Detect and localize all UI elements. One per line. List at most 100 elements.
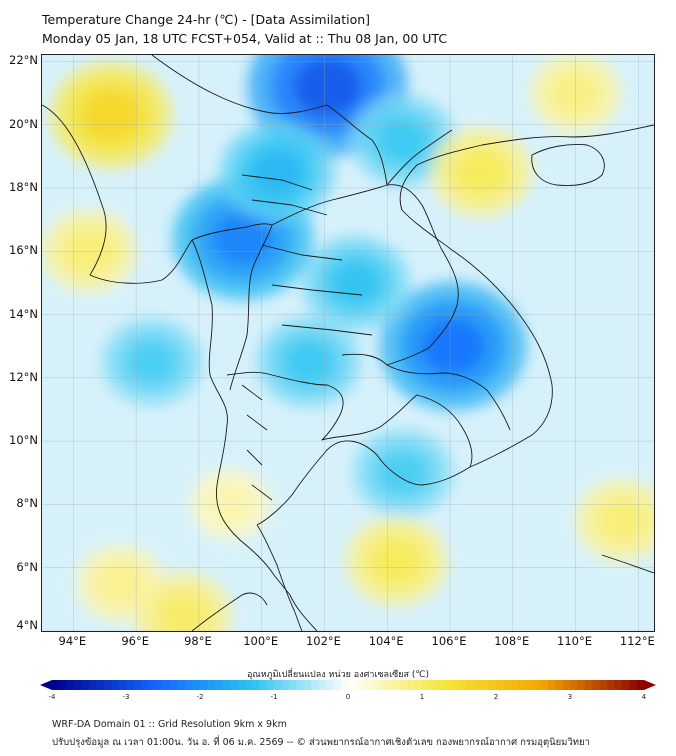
colorbar-cell: [385, 680, 393, 690]
field-anomaly-warming-9: [84, 92, 138, 139]
colorbar-cell: [177, 680, 186, 690]
longitude-tick-label: 94°E: [58, 634, 87, 648]
coastline-sumatra: [191, 592, 268, 631]
province-lines-south: [241, 384, 273, 501]
latitude-tick-label: 18°N: [9, 179, 38, 194]
latitude-tick-label: 10°N: [9, 433, 38, 448]
colorbar-tick-label: -2: [196, 693, 204, 701]
field-anomaly-warming-11: [457, 151, 506, 193]
colorbar-cell: [355, 680, 364, 690]
colorbar-cell: [451, 680, 460, 690]
colorbar-cell: [525, 680, 534, 690]
colorbar-cell: [399, 680, 408, 690]
colorbar-cell: [407, 680, 415, 690]
border-thailand-laos: [271, 184, 459, 366]
colorbar-cell: [562, 680, 571, 690]
colorbar-cell: [436, 680, 445, 690]
field-anomaly-warming-14: [372, 541, 421, 582]
colorbar-cell: [133, 680, 142, 690]
longitude-tick-label: 104°E: [368, 634, 404, 648]
coastlines-and-borders: [42, 55, 654, 631]
colorbar-cell: [510, 680, 519, 690]
colorbar-cell: [266, 680, 275, 690]
colorbar-cell: [103, 680, 112, 690]
colorbar-cell: [163, 680, 171, 690]
map-subtitle-validity: Monday 05 Jan, 18 UTC FCST+054, Valid at…: [42, 31, 448, 46]
field-anomaly-warming-13: [599, 500, 646, 540]
colorbar-cell: [155, 680, 164, 690]
colorbar-cell: [577, 680, 586, 690]
colorbar-cell: [570, 680, 578, 690]
colorbar-cell: [377, 680, 386, 690]
colorbar-tick-label: 3: [567, 693, 573, 701]
border-thailand-cambodia: [341, 353, 388, 366]
colorbar-cell: [392, 680, 401, 690]
colorbar-cell: [140, 680, 149, 690]
colorbar-cell: [66, 680, 75, 690]
longitude-tick-label: 100°E: [243, 634, 279, 648]
model-info-footer: WRF-DA Domain 01 :: Grid Resolution 9km …: [52, 719, 287, 730]
colorbar-cell: [288, 680, 297, 690]
colorbar-cell: [348, 680, 356, 690]
colorbar-cell: [518, 680, 526, 690]
latitude-tick-label: 8°N: [16, 496, 38, 511]
colorbar-cell: [237, 680, 245, 690]
colorbar-cell: [362, 680, 371, 690]
colorbar-cell: [81, 680, 90, 690]
colorbar-cell: [118, 680, 127, 690]
colorbar-cell: [185, 680, 193, 690]
colorbar-cell: [89, 680, 97, 690]
colorbar-cell: [599, 680, 608, 690]
coastline-gulf-of-thailand: [226, 371, 473, 526]
colorbar-tick-label: -1: [270, 693, 278, 701]
colorbar-min-extension: [40, 680, 52, 690]
longitude-tick-label: 96°E: [121, 634, 149, 648]
colorbar-cell: [422, 680, 430, 690]
colorbar-cell: [473, 680, 482, 690]
colorbar-cell: [540, 680, 549, 690]
border-thailand-myanmar: [191, 223, 273, 391]
colorbar-cell: [281, 680, 290, 690]
field-anomaly-warming-16: [160, 595, 207, 631]
colorbar-cell: [325, 680, 334, 690]
field-anomaly-cooling-5: [284, 341, 334, 383]
colorbar-tick-label: 0: [345, 693, 351, 701]
colorbar-cell: [444, 680, 452, 690]
colorbar-cell: [496, 680, 504, 690]
colorbar-cell: [296, 680, 304, 690]
colorbar-cell: [59, 680, 68, 690]
colorbar-cell: [148, 680, 156, 690]
latitude-tick-label: 6°N: [16, 559, 38, 574]
colorbar-cell: [126, 680, 134, 690]
credit-footer: ปรับปรุงข้อมูล ณ เวลา 01:00น. วัน อ. ที่…: [52, 737, 590, 748]
colorbar-cell: [533, 680, 541, 690]
field-anomaly-cooling-3: [251, 149, 304, 195]
colorbar-cell: [74, 680, 82, 690]
province-lines-north: [241, 174, 373, 336]
graticule: [42, 55, 654, 631]
colorbar-cell: [584, 680, 593, 690]
colorbar-cell: [547, 680, 556, 690]
longitude-tick-label: 112°E: [619, 634, 655, 648]
colorbar-cell: [222, 680, 230, 690]
colorbar-cell: [333, 680, 341, 690]
colorbar-cell: [318, 680, 327, 690]
colorbar-cell: [429, 680, 438, 690]
colorbar-cell: [229, 680, 238, 690]
border-laos-vietnam: [386, 129, 453, 186]
colorbar-cell: [274, 680, 282, 690]
colorbar-tick-label: -4: [48, 693, 56, 701]
longitude-tick-label: 110°E: [557, 634, 593, 648]
coastline-mainland: [42, 104, 318, 631]
colorbar-max-extension: [644, 680, 656, 690]
field-anomaly-cooling-1: [212, 212, 273, 265]
field-anomaly-cooling-7: [128, 341, 176, 383]
border-cambodia: [386, 364, 511, 431]
colorbar-cell: [555, 680, 563, 690]
colorbar-cell: [52, 680, 60, 690]
map-panel: [41, 54, 655, 632]
field-anomaly-cooling-0: [294, 57, 361, 116]
temperature-change-map: [42, 55, 654, 631]
colorbar-cell: [251, 680, 260, 690]
colorbar-cell: [244, 680, 253, 690]
